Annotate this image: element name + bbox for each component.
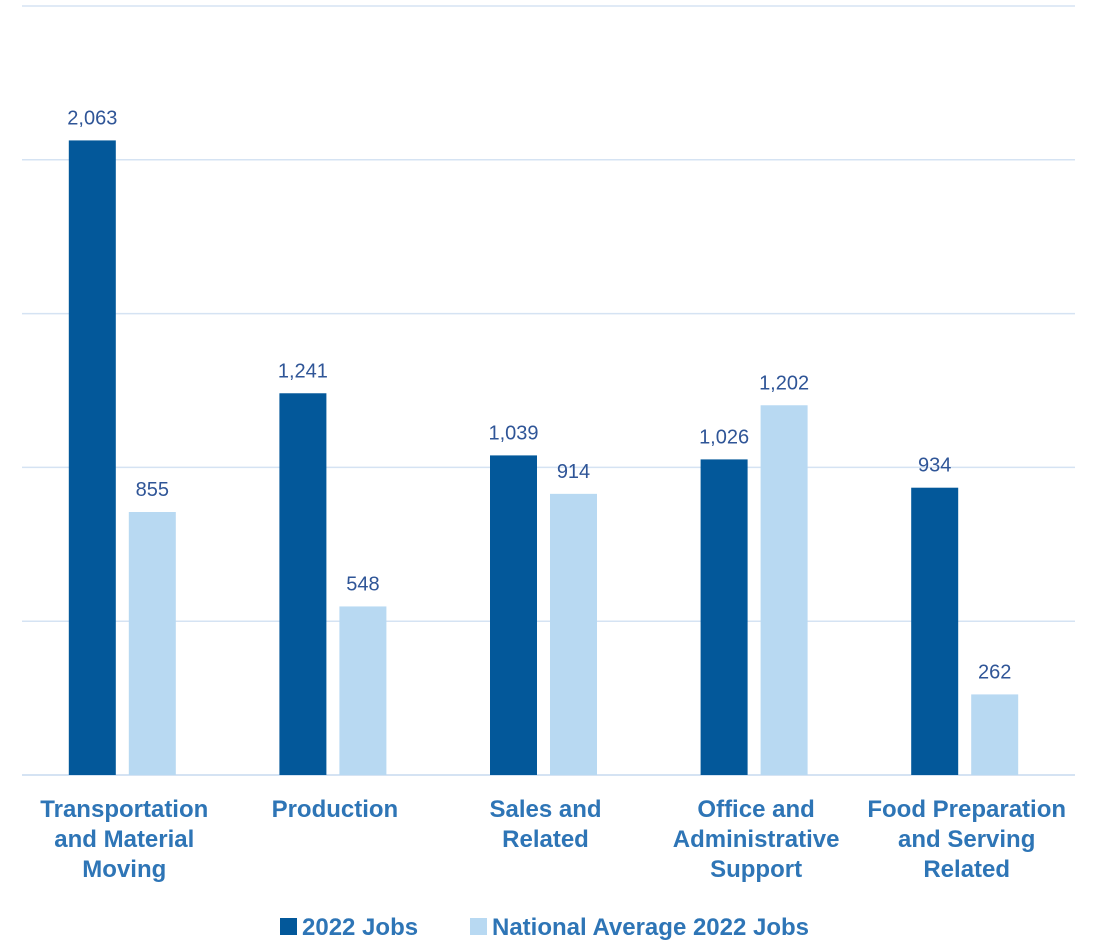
category-label-line: Food Preparation [867,796,1066,823]
bar-national-average-4 [971,694,1019,775]
data-label: 548 [346,573,379,595]
category-label-line: Administrative [673,826,840,853]
category-label-line: Office and [697,796,814,823]
value-labels: 2,063 855 1,241 548 1,039 914 1,026 1,202 934 262 [67,107,1011,683]
data-label: 934 [918,455,951,477]
category-label: Office and Administrative Support [673,796,840,883]
bars [68,140,1019,775]
bar-jobs-2022-1 [279,393,327,775]
category-label-line: Moving [82,856,166,883]
category-label-line: Transportation [40,796,208,823]
category-label-line: and Serving [898,826,1035,853]
category-label: Food Preparation and Serving Related [867,796,1066,883]
data-label: 1,202 [759,372,809,394]
bar-national-average-0 [128,512,176,775]
bar-national-average-2 [550,493,597,775]
data-label: 1,241 [278,360,328,382]
data-label: 2,063 [67,107,117,129]
category-label-line: Support [710,856,802,883]
category-label-line: Related [502,826,589,853]
bar-jobs-2022-3 [700,459,748,775]
legend: 2022 Jobs National Average 2022 Jobs [280,914,809,941]
data-label: 855 [136,479,169,501]
category-label-line: Related [923,856,1010,883]
bar-national-average-1 [339,606,387,775]
bar-jobs-2022-0 [68,140,116,775]
data-label: 914 [557,461,590,483]
legend-swatch [470,918,487,935]
legend-swatch [280,918,297,935]
category-label: Production [272,796,399,823]
bar-jobs-2022-4 [911,487,959,775]
data-label: 1,026 [699,426,749,448]
category-labels: Transportation and Material Moving Producti… [40,796,1066,883]
category-label-line: Production [272,796,399,823]
legend-label: 2022 Jobs [302,914,418,941]
category-label: Transportation and Material Moving [40,796,208,883]
data-label: 262 [978,661,1011,683]
bar-jobs-2022-2 [490,455,537,775]
gridlines [22,5,1075,776]
category-label-line: and Material [54,826,194,853]
data-label: 1,039 [488,422,538,444]
category-label: Sales and Related [489,796,601,853]
category-label-line: Sales and [489,796,601,823]
bar-national-average-3 [760,405,808,775]
legend-label: National Average 2022 Jobs [492,914,809,941]
